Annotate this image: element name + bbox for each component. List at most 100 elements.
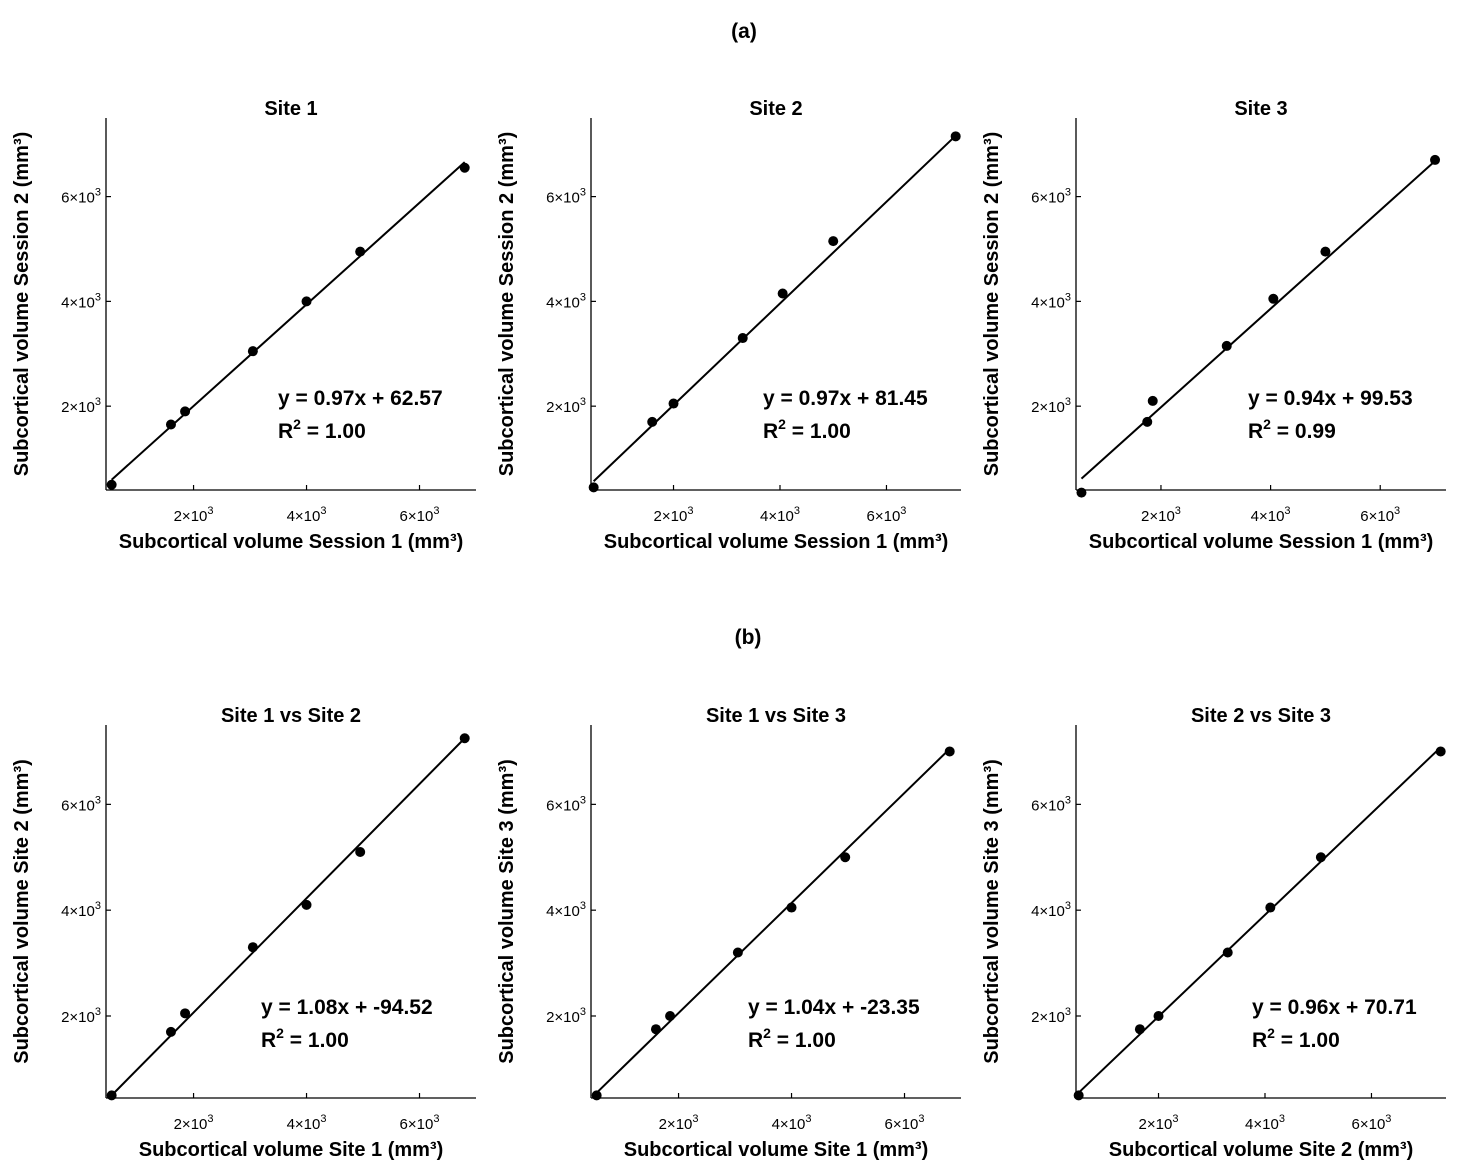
data-point: [1435, 746, 1446, 757]
fit-equation: y = 1.04x + -23.35: [748, 996, 920, 1019]
y-tick-label: 6×103: [546, 187, 586, 207]
x-axis-label: Subcortical volume Session 1 (mm³): [1089, 531, 1434, 553]
r-squared-value: = 1.00: [771, 1029, 836, 1052]
data-point: [1268, 293, 1279, 304]
r-squared-exponent: 2: [1263, 416, 1271, 432]
data-point: [1430, 154, 1441, 165]
x-axis-label: Subcortical volume Session 1 (mm³): [604, 531, 949, 553]
data-point: [1076, 487, 1087, 498]
fit-line: [1077, 746, 1442, 1094]
r-squared-value: = 0.99: [1271, 420, 1336, 443]
r-squared-exponent: 2: [778, 416, 786, 432]
y-tick-label: 6×103: [61, 187, 101, 207]
data-point: [355, 246, 366, 257]
fit-line: [1080, 160, 1436, 480]
data-point: [301, 899, 312, 910]
y-axis-label: Subcortical volume Site 2 (mm³): [11, 759, 33, 1064]
data-point: [1142, 416, 1153, 427]
y-tick-label: 6×103: [61, 794, 101, 814]
data-point: [591, 1090, 602, 1101]
r-squared-symbol: R: [1252, 1029, 1267, 1052]
data-point: [165, 419, 176, 430]
r-squared: R2 = 1.00: [1252, 1025, 1340, 1052]
y-tick-label: 4×103: [546, 291, 586, 311]
x-axis-label: Subcortical volume Site 2 (mm³): [1109, 1139, 1414, 1161]
r-squared-symbol: R: [261, 1029, 276, 1052]
y-tick-label: 6×103: [1031, 794, 1071, 814]
data-point: [1153, 1010, 1164, 1021]
x-tick-label: 4×103: [760, 505, 800, 525]
x-tick-label: 2×103: [1141, 505, 1181, 525]
y-tick-label: 2×103: [546, 1006, 586, 1026]
r-squared: R2 = 0.99: [1248, 416, 1336, 443]
data-point: [786, 902, 797, 913]
data-point: [777, 288, 788, 299]
x-tick-label: 4×103: [1245, 1113, 1285, 1133]
data-point: [732, 947, 743, 958]
r-squared-symbol: R: [1248, 420, 1263, 443]
x-axis-label: Subcortical volume Session 1 (mm³): [119, 531, 464, 553]
r-squared-exponent: 2: [1267, 1025, 1275, 1041]
x-tick-label: 4×103: [1251, 505, 1291, 525]
y-axis-label: Subcortical volume Site 3 (mm³): [496, 759, 518, 1064]
fit-equation: y = 1.08x + -94.52: [261, 996, 433, 1019]
fit-equation: y = 0.97x + 62.57: [278, 387, 443, 410]
data-point: [588, 482, 599, 493]
y-tick-label: 4×103: [546, 900, 586, 920]
data-point: [737, 333, 748, 344]
y-axis-label: Subcortical volume Session 2 (mm³): [981, 132, 1003, 477]
data-point: [647, 416, 658, 427]
r-squared: R2 = 1.00: [748, 1025, 836, 1052]
y-tick-label: 2×103: [1031, 396, 1071, 416]
subplot-5: 2×103 4×103 6×103 2×103 4×103 6×103 Site 1 vs …: [496, 705, 961, 1161]
subplot-2: 2×103 4×103 6×103 2×103 4×103 6×103 Site 2 Subc…: [496, 98, 961, 553]
r-squared-symbol: R: [278, 420, 293, 443]
panel-label-b: (b): [735, 626, 762, 649]
data-point: [828, 236, 839, 247]
y-tick-label: 6×103: [546, 794, 586, 814]
data-point: [650, 1024, 661, 1035]
x-tick-label: 6×103: [867, 505, 907, 525]
r-squared-value: = 1.00: [284, 1029, 349, 1052]
x-tick-label: 6×103: [885, 1113, 925, 1133]
fit-line: [595, 748, 951, 1094]
data-point: [950, 131, 961, 142]
x-tick-label: 4×103: [287, 505, 327, 525]
data-point: [180, 406, 191, 417]
chart-title: Site 2: [749, 98, 802, 120]
x-tick-label: 4×103: [287, 1113, 327, 1133]
data-point: [459, 162, 470, 173]
r-squared-exponent: 2: [276, 1025, 284, 1041]
panel-label-a: (a): [731, 20, 757, 43]
y-axis-label: Subcortical volume Session 2 (mm³): [11, 132, 33, 477]
data-point: [665, 1010, 676, 1021]
data-point: [355, 846, 366, 857]
data-point: [247, 942, 258, 953]
r-squared-exponent: 2: [763, 1025, 771, 1041]
data-point: [1315, 852, 1326, 863]
data-point: [301, 296, 312, 307]
chart-title: Site 1 vs Site 2: [221, 705, 361, 727]
data-point: [1073, 1090, 1084, 1101]
chart-title: Site 1 vs Site 3: [706, 705, 846, 727]
x-axis-label: Subcortical volume Site 1 (mm³): [139, 1139, 444, 1161]
data-point: [1222, 947, 1233, 958]
data-point: [459, 733, 470, 744]
r-squared-value: = 1.00: [1275, 1029, 1340, 1052]
r-squared-symbol: R: [763, 420, 778, 443]
r-squared: R2 = 1.00: [278, 416, 366, 443]
y-tick-label: 4×103: [1031, 291, 1071, 311]
data-point: [840, 852, 851, 863]
y-tick-label: 4×103: [61, 291, 101, 311]
x-tick-label: 6×103: [400, 505, 440, 525]
x-tick-label: 4×103: [772, 1113, 812, 1133]
x-tick-label: 6×103: [400, 1113, 440, 1133]
y-tick-label: 4×103: [61, 900, 101, 920]
data-point: [944, 746, 955, 757]
data-point: [1147, 395, 1158, 406]
chart-title: Site 1: [264, 98, 317, 120]
fit-equation: y = 0.94x + 99.53: [1248, 387, 1413, 410]
data-point: [1134, 1024, 1145, 1035]
r-squared-symbol: R: [748, 1029, 763, 1052]
